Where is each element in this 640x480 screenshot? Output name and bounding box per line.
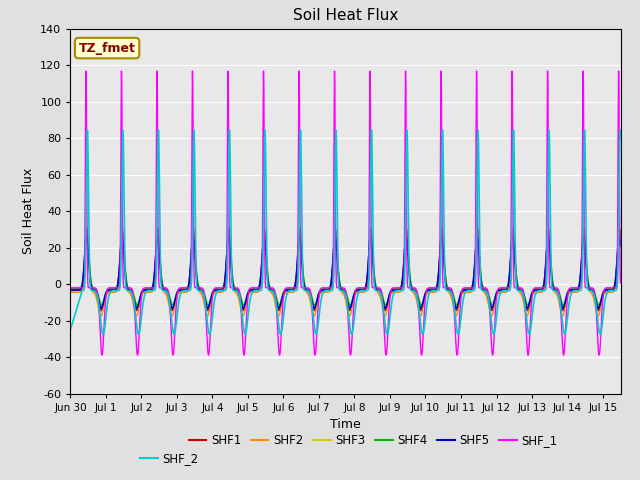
Line: SHF3: SHF3	[70, 239, 620, 308]
SHF4	[545, 239, 552, 244]
SHF3	[545, 236, 552, 242]
Line: SHF4: SHF4	[70, 241, 620, 305]
SHF5	[133, 305, 141, 311]
SHF_2	[166, 302, 173, 308]
Line: SHF5: SHF5	[70, 235, 620, 308]
SHF5	[367, 232, 374, 238]
Line: SHF2: SHF2	[70, 234, 620, 316]
SHF3	[83, 236, 91, 241]
SHF1	[177, 288, 184, 294]
SHF_1	[67, 285, 74, 291]
SHF3	[226, 240, 234, 246]
SHF_1	[226, 264, 234, 270]
SHF2	[176, 290, 184, 296]
SHF3	[177, 287, 184, 293]
SHF1	[67, 288, 74, 293]
SHF4	[226, 243, 234, 249]
SHF2	[545, 232, 552, 238]
SHF_2	[545, 164, 552, 170]
SHF_2	[67, 327, 74, 333]
SHF_1	[545, 155, 552, 160]
SHF_2	[226, 135, 234, 141]
SHF4	[166, 294, 173, 300]
SHF1	[166, 300, 173, 306]
SHF2	[483, 296, 491, 302]
SHF2	[67, 289, 74, 295]
SHF2	[276, 311, 284, 316]
SHF4	[276, 302, 284, 308]
SHF_1	[98, 352, 106, 358]
SHF5	[166, 297, 173, 302]
SHF1	[616, 234, 624, 240]
SHF4	[483, 288, 491, 294]
SHF_1	[366, 68, 374, 74]
Line: SHF_2: SHF_2	[70, 130, 620, 334]
SHF5	[226, 237, 234, 243]
SHF3	[483, 290, 491, 296]
SHF4	[83, 239, 90, 244]
SHF4	[616, 243, 624, 249]
Legend: SHF_2: SHF_2	[136, 447, 204, 470]
Line: SHF1: SHF1	[70, 228, 620, 311]
X-axis label: Time: Time	[330, 418, 361, 431]
SHF_1	[616, 280, 624, 286]
SHF1	[276, 306, 284, 312]
SHF1	[98, 308, 106, 313]
SHF_2	[84, 127, 92, 133]
SHF_2	[177, 292, 184, 298]
SHF3	[67, 287, 74, 292]
SHF_2	[483, 291, 491, 297]
SHF3	[276, 304, 284, 310]
SHF1	[226, 234, 234, 240]
Y-axis label: Soil Heat Flux: Soil Heat Flux	[22, 168, 35, 254]
SHF5	[176, 288, 184, 293]
SHF2	[239, 313, 247, 319]
SHF5	[616, 242, 624, 248]
SHF3	[166, 298, 173, 303]
SHF2	[226, 232, 234, 238]
SHF5	[483, 290, 491, 296]
SHF2	[166, 305, 173, 311]
SHF3	[616, 240, 624, 246]
SHF_1	[483, 287, 491, 292]
SHF1	[483, 291, 491, 297]
SHF_1	[176, 285, 184, 291]
SHF_1	[276, 352, 284, 358]
SHF5	[545, 232, 552, 238]
Line: SHF_1: SHF_1	[70, 71, 620, 355]
SHF2	[616, 234, 624, 240]
SHF3	[98, 305, 106, 311]
SHF4	[67, 286, 74, 291]
SHF_2	[616, 135, 624, 141]
SHF_2	[99, 331, 107, 337]
SHF_1	[166, 299, 173, 304]
SHF2	[83, 231, 91, 237]
SHF5	[67, 287, 74, 293]
SHF1	[545, 226, 552, 231]
SHF5	[276, 305, 284, 311]
Title: Soil Heat Flux: Soil Heat Flux	[293, 9, 398, 24]
SHF1	[83, 226, 90, 231]
SHF4	[133, 302, 141, 308]
Text: TZ_fmet: TZ_fmet	[79, 42, 136, 55]
SHF_2	[276, 329, 284, 335]
SHF4	[177, 286, 184, 292]
